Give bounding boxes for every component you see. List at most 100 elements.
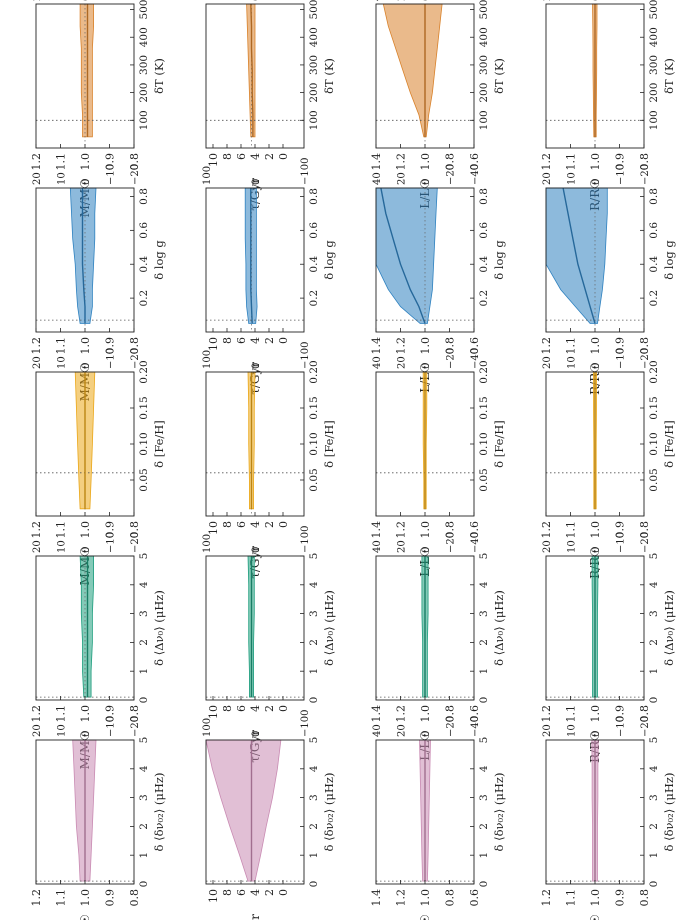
x-tick-label: 0.05 <box>138 468 150 491</box>
y-axis-label: R/R☉ <box>588 914 602 920</box>
secondary-tick-label: 0 <box>591 0 602 1</box>
y-tick-label: 0.6 <box>468 153 481 171</box>
x-tick-label: 4 <box>138 581 150 588</box>
median-line <box>380 187 426 324</box>
secondary-tick-label: 0 <box>421 547 432 553</box>
y-tick-label: 0.8 <box>128 521 141 539</box>
secondary-tick-label: 100 <box>202 166 213 185</box>
x-tick-label: 1 <box>478 668 490 675</box>
y-tick-label: 0.8 <box>128 337 141 355</box>
x-tick-label: 4 <box>648 581 660 588</box>
secondary-tick-label: −100 <box>300 526 311 553</box>
x-tick-label: 200 <box>308 83 320 103</box>
y-tick-label: 0.8 <box>638 521 651 539</box>
secondary-tick-label: −10 <box>106 0 117 1</box>
y-tick-label: 1.1 <box>55 889 68 907</box>
secondary-tick-label: 10 <box>567 356 578 369</box>
secondary-tick-label: 40 <box>372 724 383 737</box>
x-tick-label: 0 <box>308 881 320 888</box>
x-tick-label: 200 <box>648 83 660 103</box>
x-axis-label: δ log g <box>662 240 676 280</box>
secondary-tick-label: −10 <box>616 532 627 553</box>
y-tick-label: 1.2 <box>395 521 408 539</box>
y-tick-label: 0.8 <box>638 889 651 907</box>
secondary-tick-label: 20 <box>542 0 553 1</box>
x-tick-label: 1 <box>138 668 150 675</box>
secondary-tick-label: −20 <box>130 716 141 737</box>
secondary-tick-label: −10 <box>106 164 117 185</box>
x-tick-label: 0 <box>648 881 660 888</box>
y-tick-label: 1.4 <box>370 705 383 723</box>
x-tick-label: 1 <box>648 668 660 675</box>
x-tick-label: 0.2 <box>478 290 490 307</box>
y-tick-label: 1.4 <box>370 521 383 539</box>
y-tick-label: 1.0 <box>589 153 602 171</box>
secondary-tick-label: 100 <box>202 350 213 369</box>
y-tick-label: 0.6 <box>468 337 481 355</box>
y-tick-label: 0.9 <box>614 889 627 907</box>
x-tick-label: 0.8 <box>138 188 150 205</box>
y-tick-label: 1.2 <box>30 705 43 723</box>
secondary-tick-label: −10 <box>616 716 627 737</box>
y-tick-label: 1.2 <box>30 153 43 171</box>
x-tick-label: 0.10 <box>308 432 320 455</box>
median-line <box>81 188 86 324</box>
x-tick-label: 0.15 <box>138 396 150 419</box>
y-tick-label: 4 <box>249 337 262 344</box>
x-tick-label: 100 <box>648 110 660 130</box>
y-tick-label: 1.2 <box>30 521 43 539</box>
x-tick-label: 0.20 <box>478 360 490 383</box>
secondary-tick-label: 20 <box>397 0 408 1</box>
x-axis-label: δ log g <box>492 240 506 280</box>
x-tick-label: 500 <box>478 0 490 20</box>
secondary-tick-label: −100 <box>300 342 311 369</box>
y-tick-label: 10 <box>207 521 220 535</box>
secondary-tick-label: 0 <box>591 547 602 553</box>
secondary-tick-label: 40 <box>372 540 383 553</box>
secondary-tick-label: 100 <box>202 718 213 737</box>
y-tick-label: 6 <box>235 705 248 712</box>
x-tick-label: 0.8 <box>308 188 320 205</box>
secondary-tick-label: 0 <box>591 179 602 185</box>
secondary-tick-label: 0 <box>81 179 92 185</box>
x-tick-label: 4 <box>308 765 320 772</box>
secondary-tick-label: 0 <box>81 363 92 369</box>
subplot-col2-row3: 0.80.91.01.11.220 10 0 −10 −200.050.100.150.… <box>540 348 676 579</box>
y-tick-label: 0.9 <box>104 521 117 539</box>
y-tick-label: 0.9 <box>104 705 117 723</box>
secondary-tick-label: 0 <box>251 363 262 369</box>
secondary-tick-label: 20 <box>542 356 553 369</box>
y-tick-label: 1.0 <box>79 889 92 907</box>
y-tick-label: 0.8 <box>128 705 141 723</box>
y-tick-label: 1.2 <box>395 337 408 355</box>
y-tick-label: 1.0 <box>79 705 92 723</box>
secondary-tick-label: 10 <box>57 172 68 185</box>
median-line <box>250 188 253 324</box>
secondary-tick-label: 20 <box>32 540 43 553</box>
y-tick-label: 1.2 <box>540 705 553 723</box>
x-axis-label: δT (K) <box>152 58 166 94</box>
x-tick-label: 0 <box>478 697 490 704</box>
secondary-tick-label: −20 <box>640 348 651 369</box>
y-tick-label: 0.8 <box>444 889 457 907</box>
x-tick-label: 5 <box>138 553 150 560</box>
x-tick-label: 5 <box>308 737 320 744</box>
x-tick-label: 0.15 <box>478 396 490 419</box>
secondary-tick-label: 0 <box>591 731 602 737</box>
secondary-tick-label: −40 <box>470 164 481 185</box>
secondary-tick-label: 20 <box>32 172 43 185</box>
secondary-tick-label: 20 <box>542 540 553 553</box>
secondary-tick-label: 0 <box>81 0 92 1</box>
x-axis-label: δ ⟨Δν₀⟩ (μHz) <box>322 590 336 666</box>
subplot-col0-row0: 0.80.91.01.11.220100−10−2010020030040050… <box>30 0 166 217</box>
y-tick-label: 1.2 <box>30 889 43 907</box>
y-tick-label: 1.0 <box>419 337 432 355</box>
x-tick-label: 3 <box>308 794 320 801</box>
y-tick-label: 1.0 <box>589 337 602 355</box>
y-axis-label: M/M☉ <box>78 914 92 920</box>
y-tick-label: 0.8 <box>638 153 651 171</box>
x-tick-label: 4 <box>138 765 150 772</box>
